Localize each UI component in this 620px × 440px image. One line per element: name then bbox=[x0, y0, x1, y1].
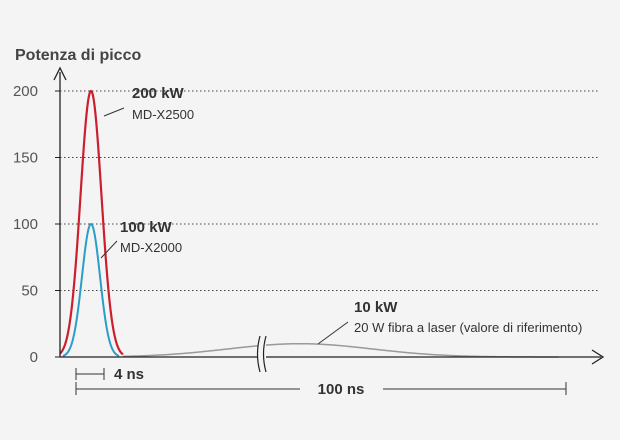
y-tick-label-150: 150 bbox=[13, 150, 38, 167]
y-axis-title: Potenza di picco bbox=[15, 47, 141, 64]
x-axis-break-gap bbox=[258, 336, 266, 372]
series-md-x2500-curve bbox=[59, 89, 124, 356]
x-axis-break bbox=[256, 335, 267, 373]
y-tick-label-200: 200 bbox=[13, 83, 38, 100]
x-axis-arrow bbox=[591, 349, 605, 365]
y-tick-label-100: 100 bbox=[13, 216, 38, 233]
y-axis-arrow bbox=[53, 66, 67, 81]
x-axis-break-right-mark bbox=[262, 335, 267, 373]
series-md-x2500-peak-label: 200 kW bbox=[132, 85, 185, 102]
duration-markers: 4 ns 100 ns bbox=[75, 366, 567, 398]
series-md-x2500-leader bbox=[103, 107, 125, 117]
series-fiber-laser-name: 20 W fibra a laser (valore di riferiment… bbox=[354, 320, 582, 335]
series-md-x2500-name: MD-X2500 bbox=[132, 107, 194, 122]
y-ticks: 0 50 100 150 200 bbox=[13, 83, 60, 366]
labels: Potenza di picco 200 kW MD-X2500 100 kW MD-X… bbox=[15, 47, 582, 345]
dim-100ns-label: 100 ns bbox=[318, 381, 365, 398]
series-md-x2000-curve bbox=[62, 222, 120, 357]
series-fiber-laser-leader bbox=[317, 321, 349, 345]
series-md-x2000-peak-label: 100 kW bbox=[120, 219, 173, 236]
dim-4ns-label: 4 ns bbox=[114, 366, 144, 383]
axes bbox=[53, 66, 605, 373]
series-fiber-laser-peak-label: 10 kW bbox=[354, 299, 398, 316]
series-fiber-laser-curve bbox=[122, 342, 559, 358]
series-md-x2000-leader bbox=[100, 240, 118, 259]
x-axis-break-left-mark bbox=[256, 335, 261, 373]
series-md-x2000-name: MD-X2000 bbox=[120, 240, 182, 255]
y-tick-label-50: 50 bbox=[21, 283, 38, 300]
y-tick-label-0: 0 bbox=[30, 349, 38, 366]
